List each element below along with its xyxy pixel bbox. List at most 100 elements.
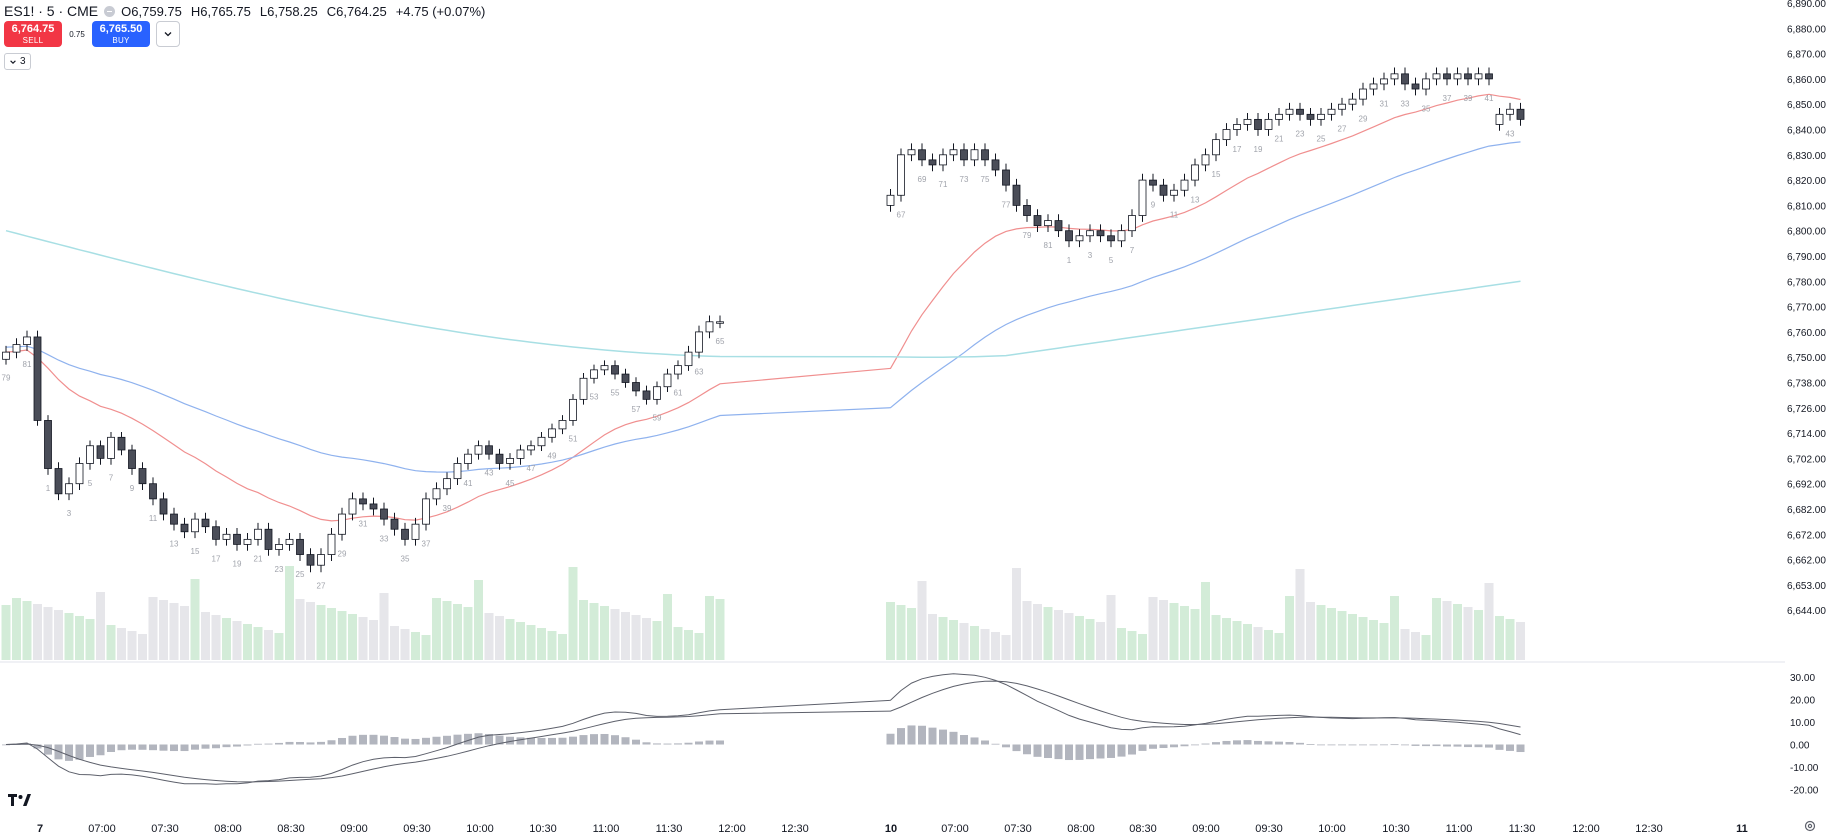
volume-bar <box>295 599 305 660</box>
volume-bar <box>306 602 315 660</box>
order-options-button[interactable] <box>156 21 180 47</box>
macd-histogram-bar <box>1012 744 1021 752</box>
candle-down <box>390 518 399 530</box>
macd-histogram-bar <box>1443 744 1451 747</box>
candle-down <box>170 513 178 525</box>
macd-pane[interactable] <box>2 673 1525 785</box>
trade-panel: 6,764.75 SELL 0.75 6,765.50 BUY <box>4 21 180 47</box>
time-axis-label: 09:30 <box>403 823 431 835</box>
volume-bar <box>1316 605 1326 660</box>
time-axis-label: 10:30 <box>529 823 557 835</box>
sell-button[interactable]: 6,764.75 SELL <box>4 21 62 47</box>
bar-count-label: 51 <box>569 435 578 444</box>
candle-down <box>960 149 968 161</box>
tradingview-logo-icon[interactable] <box>8 793 32 807</box>
volume-bar <box>547 631 557 660</box>
volume-bar <box>379 593 389 660</box>
candle-up <box>1212 139 1220 156</box>
volume-bar <box>1369 620 1378 660</box>
candle-up <box>886 194 895 206</box>
macd-histogram-bar <box>970 737 979 745</box>
macd-histogram-bar <box>296 741 304 745</box>
macd-histogram-bar <box>1096 744 1105 759</box>
volume-bar <box>621 612 630 660</box>
candle-up <box>695 331 703 353</box>
moving-averages <box>5 93 1521 522</box>
macd-histogram-bar <box>96 744 105 756</box>
macd-histogram-bar <box>611 735 619 745</box>
volume-bar <box>1400 629 1410 660</box>
candle-up <box>338 513 346 535</box>
macd-histogram-bar <box>348 735 357 745</box>
macd-histogram-bar <box>918 725 926 745</box>
macd-histogram-bar <box>1002 744 1010 748</box>
bar-count-label: 33 <box>1401 99 1410 108</box>
candle-down <box>33 336 42 421</box>
macd-histogram-bar <box>1212 742 1220 745</box>
candle-down <box>96 445 105 459</box>
price-axis-label: 6,662.00 <box>1787 556 1826 567</box>
price-axis-label: 6,644.00 <box>1787 606 1826 617</box>
time-axis-label: 09:00 <box>1192 823 1220 835</box>
candle-up <box>432 488 441 500</box>
candle-down <box>1401 73 1409 85</box>
macd-histogram-bar <box>317 741 325 745</box>
volume-bar <box>75 616 84 660</box>
volume-bar <box>652 621 662 660</box>
bar-count-label: 47 <box>527 464 536 473</box>
macd-histogram-bar <box>1495 744 1504 750</box>
volume-bar <box>117 628 126 660</box>
candle-up <box>674 365 682 375</box>
time-axis-label: 12:30 <box>1635 823 1663 835</box>
macd-histogram-bar <box>75 744 84 760</box>
volume-bar <box>243 624 252 660</box>
volume-bar <box>1012 568 1021 660</box>
volume-bar <box>631 615 641 660</box>
macd-histogram-bar <box>579 735 588 745</box>
bar-count-label: 1 <box>1067 256 1072 265</box>
bar-count-label: 49 <box>548 452 557 461</box>
candle-up <box>1117 230 1126 242</box>
macd-histogram-bar <box>1506 744 1514 751</box>
gear-icon[interactable] <box>1804 820 1816 832</box>
volume-bar <box>1306 602 1315 660</box>
volume-bar <box>1 605 11 660</box>
candle-up <box>1201 154 1210 166</box>
candle-up <box>1338 103 1346 110</box>
bar-count-label: 81 <box>23 360 32 369</box>
candle-up <box>1327 108 1336 115</box>
candle-up <box>474 445 483 455</box>
volume-bar <box>1411 632 1420 660</box>
indicators-toggle-button[interactable]: 3 <box>4 53 31 70</box>
sell-label: SELL <box>22 36 44 45</box>
price-axis[interactable]: 6,890.00 6,880.00 6,870.00 6,860.00 6,850.00… <box>1787 0 1826 617</box>
macd-axis[interactable]: 30.00 20.00 10.00 0.00 -10.00 -20.00 <box>1790 673 1819 797</box>
macd-histogram-bar <box>464 733 472 745</box>
bar-count-label: 27 <box>317 581 326 590</box>
symbol-title[interactable]: ES1! · 5 · CME <box>4 3 99 19</box>
bar-count-label: 7 <box>109 474 114 483</box>
price-axis-label: 6,850.00 <box>1787 100 1826 111</box>
volume-bar <box>1169 603 1179 660</box>
market-status-icon[interactable] <box>104 5 116 17</box>
volume-bar <box>1211 615 1221 660</box>
bar-count-label: 77 <box>1002 200 1011 209</box>
candle-down <box>201 518 210 528</box>
volume-bar <box>1033 604 1042 660</box>
volume-bar <box>1463 607 1473 660</box>
bar-count-label: 79 <box>2 374 11 383</box>
time-axis[interactable]: 7 07:00 07:30 08:00 08:30 09:00 09:30 10:00 10:3… <box>37 823 1748 835</box>
bar-count-label: 23 <box>1296 130 1305 139</box>
volume-bar <box>684 630 693 660</box>
candle-up <box>254 528 262 540</box>
candle-down <box>233 533 241 545</box>
buy-button[interactable]: 6,765.50 BUY <box>92 21 150 47</box>
volume-bar <box>949 620 958 660</box>
macd-histogram-bar <box>569 736 577 745</box>
volume-bar <box>1421 635 1431 660</box>
volume-bar <box>1264 630 1273 660</box>
candle-down <box>981 149 989 161</box>
macd-histogram-bar <box>1128 744 1136 755</box>
volume-bar <box>232 621 242 660</box>
